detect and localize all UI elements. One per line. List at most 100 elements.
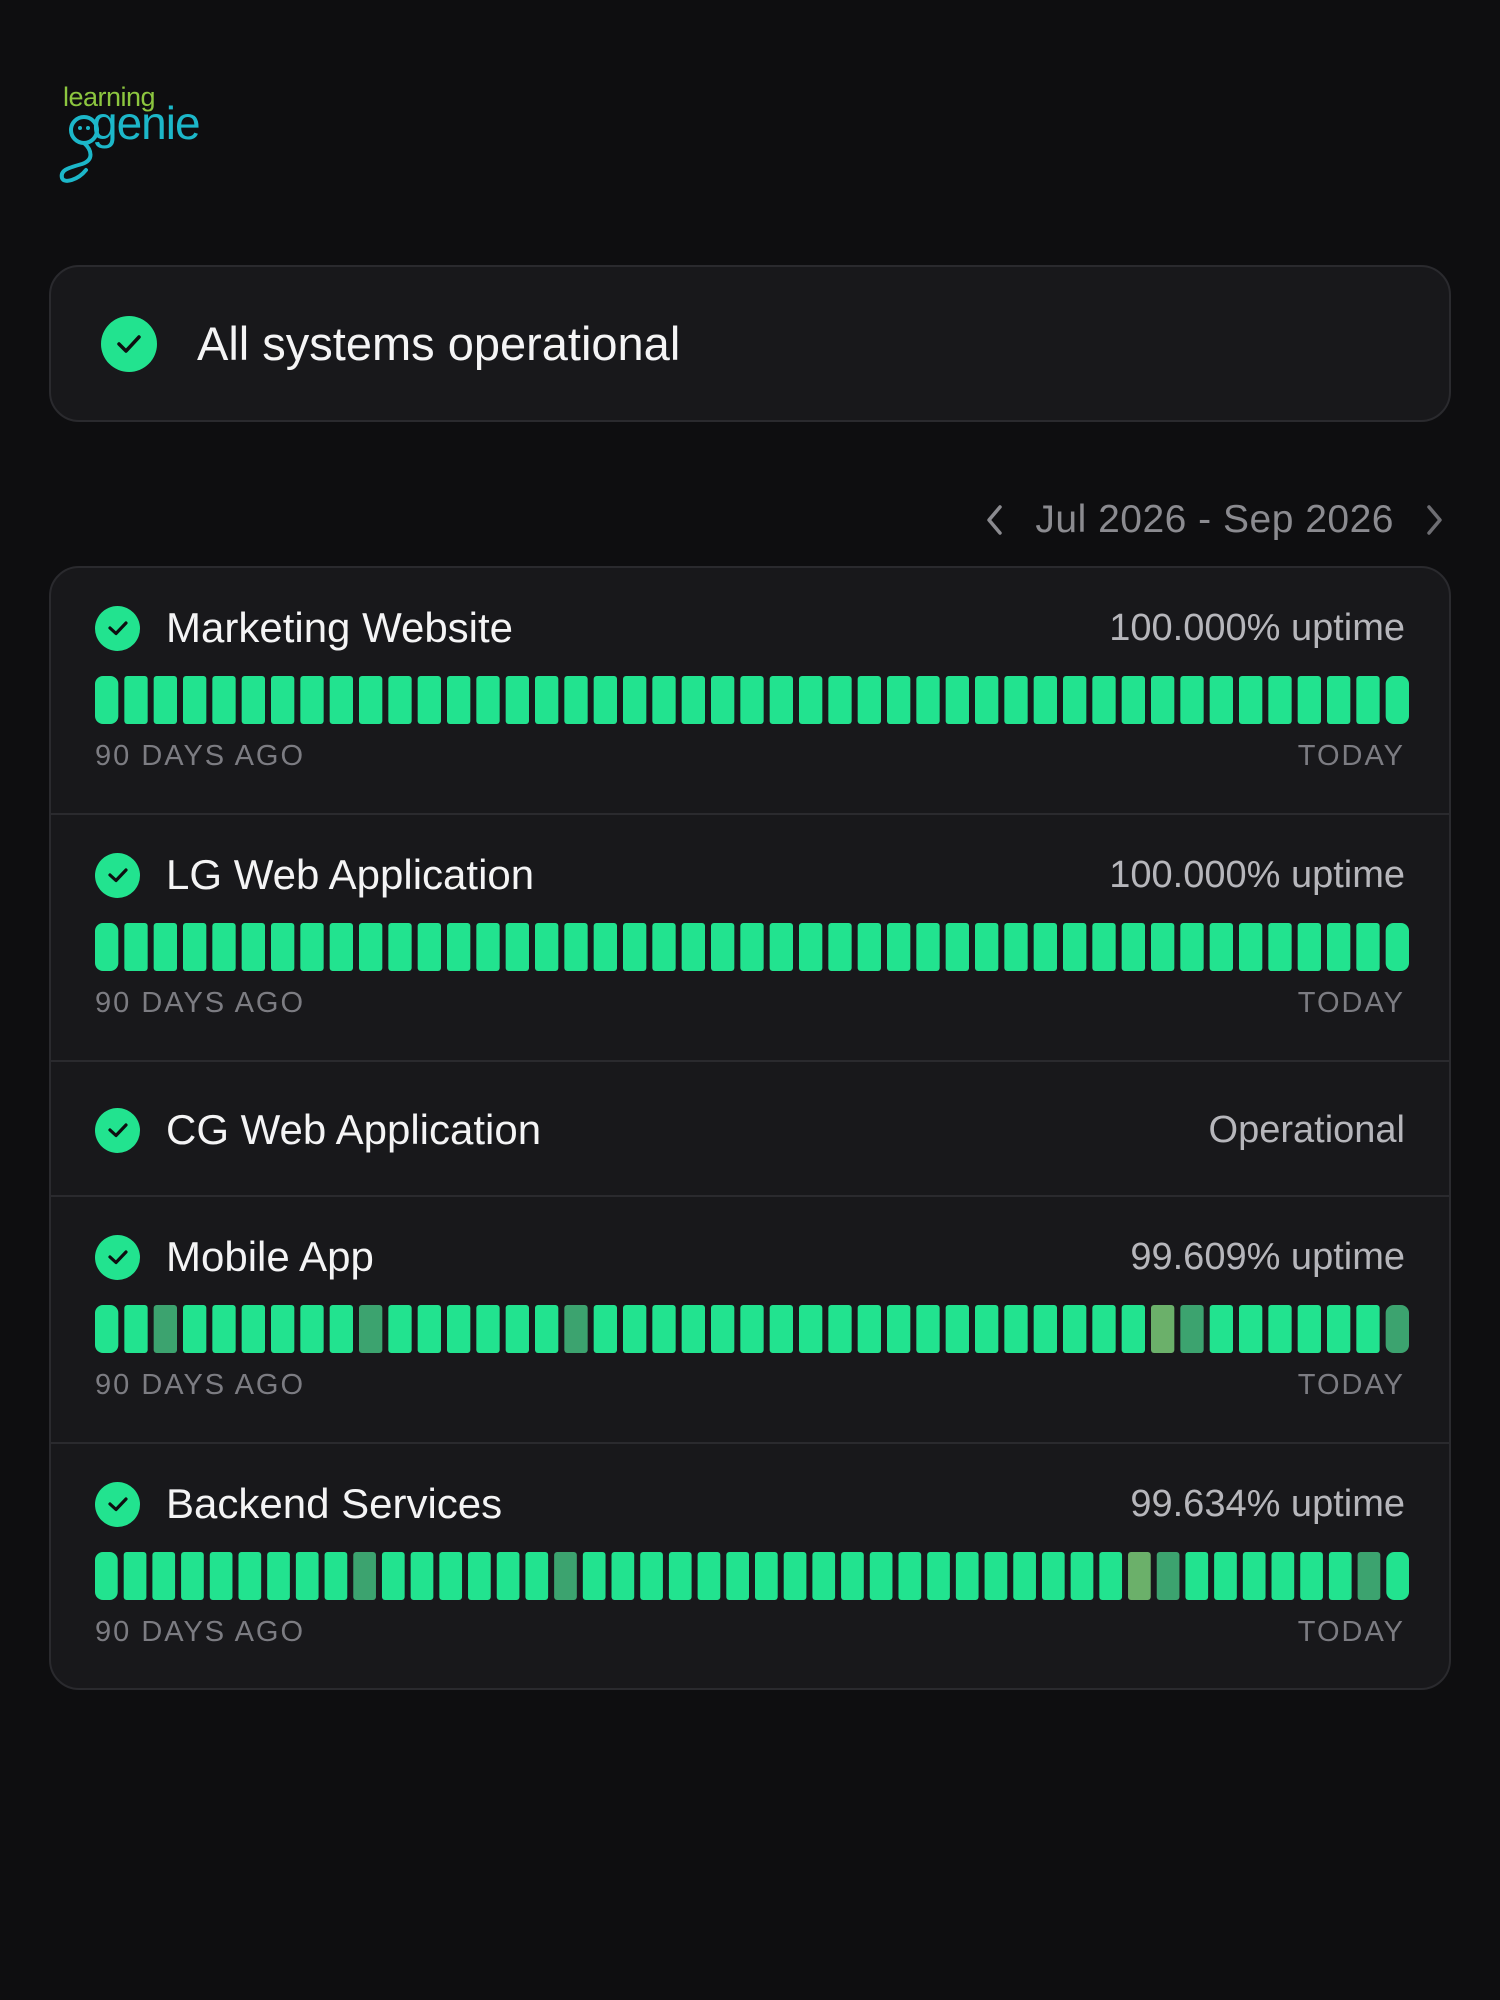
uptime-day-bar[interactable] <box>1121 1305 1145 1353</box>
uptime-day-bar[interactable] <box>1297 676 1321 724</box>
uptime-day-bar[interactable] <box>388 676 412 724</box>
uptime-day-bar[interactable] <box>887 923 911 971</box>
uptime-day-bar[interactable] <box>955 1552 979 1600</box>
uptime-day-bar[interactable] <box>1356 1305 1380 1353</box>
uptime-day-bar[interactable] <box>271 1305 295 1353</box>
uptime-day-bar[interactable] <box>1328 1552 1352 1600</box>
uptime-day-bar[interactable] <box>611 1552 635 1600</box>
uptime-day-bar[interactable] <box>505 676 529 724</box>
uptime-day-bar[interactable] <box>812 1552 836 1600</box>
uptime-day-bar[interactable] <box>447 923 471 971</box>
uptime-day-bar[interactable] <box>1385 1305 1409 1353</box>
uptime-day-bar[interactable] <box>1121 923 1145 971</box>
uptime-day-bar[interactable] <box>1033 923 1057 971</box>
uptime-day-bar[interactable] <box>841 1552 864 1600</box>
uptime-day-bar[interactable] <box>1151 1305 1175 1353</box>
uptime-day-bar[interactable] <box>447 1305 471 1353</box>
uptime-day-bar[interactable] <box>212 923 236 971</box>
chevron-left-icon[interactable] <box>977 494 1013 546</box>
uptime-day-bar[interactable] <box>668 1552 692 1600</box>
uptime-day-bar[interactable] <box>740 1305 764 1353</box>
uptime-day-bar[interactable] <box>769 676 793 724</box>
uptime-day-bar[interactable] <box>887 676 911 724</box>
uptime-day-bar[interactable] <box>212 1305 236 1353</box>
component-row-marketing-website[interactable]: Marketing Website 100.000% uptime 90 DAY… <box>51 568 1449 815</box>
uptime-day-bar[interactable] <box>496 1552 520 1600</box>
uptime-day-bar[interactable] <box>359 676 383 724</box>
uptime-day-bar[interactable] <box>124 923 148 971</box>
uptime-day-bar[interactable] <box>640 1552 663 1600</box>
uptime-day-bar[interactable] <box>183 1305 207 1353</box>
uptime-day-bar[interactable] <box>726 1552 749 1600</box>
uptime-day-bar[interactable] <box>1004 923 1028 971</box>
uptime-day-bar[interactable] <box>476 923 500 971</box>
uptime-day-bar[interactable] <box>1151 676 1175 724</box>
uptime-day-bar[interactable] <box>535 923 559 971</box>
uptime-day-bar[interactable] <box>755 1552 778 1600</box>
uptime-day-bar[interactable] <box>1297 1305 1321 1353</box>
uptime-day-bar[interactable] <box>681 1305 705 1353</box>
uptime-day-bar[interactable] <box>300 676 324 724</box>
uptime-day-bar[interactable] <box>417 923 441 971</box>
uptime-day-bar[interactable] <box>1271 1552 1295 1600</box>
uptime-day-bar[interactable] <box>769 1305 793 1353</box>
uptime-day-bar[interactable] <box>1268 923 1292 971</box>
uptime-day-bar[interactable] <box>1357 1552 1381 1600</box>
learning-genie-logo[interactable]: learning genie <box>52 82 201 183</box>
uptime-day-bar[interactable] <box>95 1305 119 1353</box>
uptime-day-bar[interactable] <box>623 1305 647 1353</box>
uptime-day-bar[interactable] <box>241 1305 265 1353</box>
uptime-day-bar[interactable] <box>857 1305 881 1353</box>
uptime-day-bar[interactable] <box>799 1305 823 1353</box>
uptime-day-bar[interactable] <box>1180 923 1204 971</box>
uptime-day-bar[interactable] <box>271 923 295 971</box>
uptime-day-bar[interactable] <box>468 1552 491 1600</box>
uptime-day-bar[interactable] <box>916 923 940 971</box>
uptime-day-bar[interactable] <box>1063 676 1087 724</box>
uptime-day-bar[interactable] <box>799 923 823 971</box>
uptime-day-bar[interactable] <box>209 1552 233 1600</box>
uptime-day-bar[interactable] <box>916 1305 940 1353</box>
uptime-day-bar[interactable] <box>593 676 617 724</box>
uptime-day-bar[interactable] <box>238 1552 262 1600</box>
uptime-day-bar[interactable] <box>769 923 793 971</box>
uptime-day-bar[interactable] <box>898 1552 922 1600</box>
uptime-day-bar[interactable] <box>887 1305 911 1353</box>
uptime-day-bar[interactable] <box>1300 1552 1323 1600</box>
uptime-day-bar[interactable] <box>388 1305 412 1353</box>
uptime-day-bar[interactable] <box>652 676 676 724</box>
uptime-day-bar[interactable] <box>828 923 852 971</box>
uptime-day-bar[interactable] <box>447 676 471 724</box>
component-row-backend-services[interactable]: Backend Services 99.634% uptime 90 DAYS … <box>51 1444 1449 1688</box>
uptime-day-bar[interactable] <box>564 676 588 724</box>
uptime-day-bar[interactable] <box>681 923 705 971</box>
uptime-day-bar[interactable] <box>554 1552 577 1600</box>
uptime-day-bar[interactable] <box>1004 1305 1028 1353</box>
uptime-day-bar[interactable] <box>593 923 617 971</box>
uptime-day-bar[interactable] <box>1151 923 1175 971</box>
component-row-lg-web-application[interactable]: LG Web Application 100.000% uptime 90 DA… <box>51 815 1449 1062</box>
uptime-day-bar[interactable] <box>381 1552 405 1600</box>
uptime-day-bar[interactable] <box>417 1305 441 1353</box>
uptime-day-bar[interactable] <box>1185 1552 1209 1600</box>
uptime-day-bar[interactable] <box>623 676 647 724</box>
uptime-day-bar[interactable] <box>359 1305 383 1353</box>
uptime-day-bar[interactable] <box>652 923 676 971</box>
uptime-day-bar[interactable] <box>324 1552 348 1600</box>
uptime-day-bar[interactable] <box>535 676 559 724</box>
uptime-day-bar[interactable] <box>1209 1305 1233 1353</box>
uptime-day-bar[interactable] <box>476 1305 500 1353</box>
uptime-day-bar[interactable] <box>153 676 177 724</box>
uptime-day-bar[interactable] <box>1239 923 1263 971</box>
uptime-day-bar[interactable] <box>1063 1305 1087 1353</box>
uptime-day-bar[interactable] <box>535 1305 559 1353</box>
uptime-day-bar[interactable] <box>153 1305 177 1353</box>
uptime-day-bar[interactable] <box>124 676 148 724</box>
uptime-day-bar[interactable] <box>1214 1552 1237 1600</box>
uptime-day-bar[interactable] <box>975 923 999 971</box>
uptime-day-bar[interactable] <box>564 1305 588 1353</box>
uptime-day-bar[interactable] <box>329 676 353 724</box>
uptime-day-bar[interactable] <box>1209 923 1233 971</box>
uptime-day-bar[interactable] <box>1180 676 1204 724</box>
uptime-day-bar[interactable] <box>1268 676 1292 724</box>
